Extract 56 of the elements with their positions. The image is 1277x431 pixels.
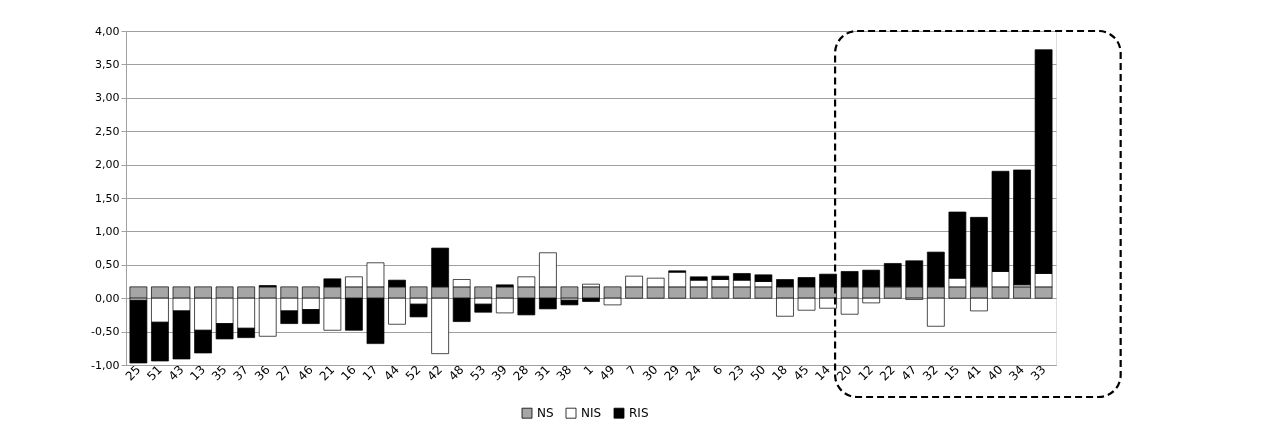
x-tick-label: 18 [769,362,790,384]
legend-label: NS [537,406,554,421]
x-tick-label: 6 [709,362,726,378]
x-tick-label: 46 [295,362,316,384]
legend-label: RIS [629,406,649,421]
x-tick-label: 31 [532,362,553,384]
y-tick-label: 0,50 [95,258,120,272]
x-tick-label: 52 [402,362,424,384]
x-tick-label: 40 [984,362,1006,384]
y-tick-label: 3,50 [95,57,120,71]
x-tick-label: 53 [467,362,489,384]
y-tick-label: 1,00 [95,224,120,238]
x-tick-label: 39 [489,362,510,384]
x-tick-label: 17 [359,362,381,384]
x-tick-label: 25 [122,362,144,384]
x-tick-label: 43 [165,362,187,384]
x-tick-label: 51 [144,362,165,384]
x-tick-label: 27 [273,362,295,384]
x-tick-label: 21 [316,362,338,384]
x-tick-label: 48 [445,362,467,384]
x-tick-label: 36 [251,362,273,384]
x-tick-label: 16 [338,362,359,384]
x-tick-label: 50 [747,362,769,384]
x-tick-label: 13 [187,362,208,384]
y-tick-label: 2,00 [95,158,120,172]
x-tick-label: 45 [790,362,812,384]
x-tick-label: 37 [230,362,252,384]
x-tick-label: 32 [920,362,941,384]
x-tick-label: 49 [596,362,618,384]
x-tick-label: 23 [726,362,747,384]
y-tick-label: 1,50 [95,191,120,205]
x-tick-label: 30 [639,362,661,384]
x-tick-label: 44 [381,362,402,384]
x-tick-label: 12 [855,362,877,384]
y-tick-label: 3,00 [95,91,120,105]
x-tick-label: 22 [876,362,898,384]
x-tick-label: 29 [661,362,683,384]
x-tick-label: 28 [510,362,532,384]
x-tick-label: 1 [580,362,596,378]
x-tick-label: 34 [1006,362,1027,384]
legend-label: NIS [581,406,602,421]
y-tick-label: 0,00 [95,291,120,305]
y-tick-label: -1,00 [91,358,120,372]
x-tick-label: 33 [1027,362,1049,384]
y-tick-label: -0,50 [91,325,120,339]
x-tick-label: 42 [424,362,446,384]
x-tick-label: 38 [553,362,575,384]
y-tick-label: 2,50 [95,124,120,138]
x-tick-label: 47 [898,362,920,384]
x-tick-label: 20 [833,362,855,384]
x-tick-label: 35 [208,362,230,384]
x-tick-label: 41 [963,362,984,384]
x-tick-label: 14 [812,362,834,384]
x-tick-label: 24 [683,362,704,384]
y-tick-label: 4,00 [95,24,120,38]
x-tick-label: 15 [941,362,963,384]
